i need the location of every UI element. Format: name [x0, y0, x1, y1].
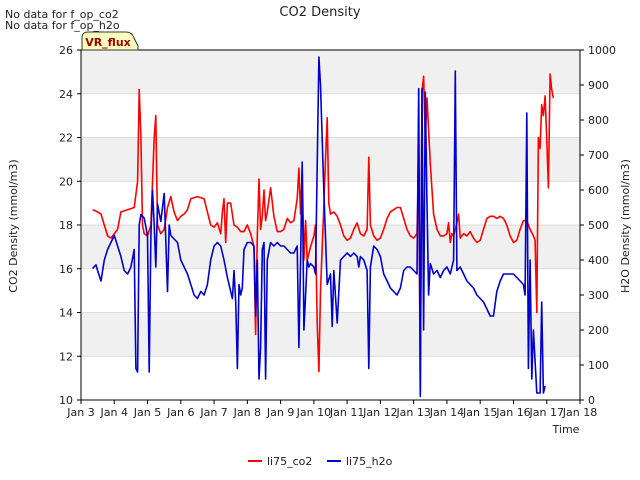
y-axis-label-left: CO2 Density (mmol/m3): [7, 159, 20, 292]
y-tick-label-left: 22: [59, 132, 73, 145]
x-axis: Jan 3 Jan 4 Jan 5 Jan 6 Jan 7 Jan 8 Jan 9 Jan 1…: [66, 400, 597, 419]
legend-label-co2: li75_co2: [267, 455, 312, 468]
series-line-li75_h2o: [92, 56, 546, 398]
x-tick-label: Jan 11: [329, 406, 364, 419]
series-line-li75_co2: [92, 73, 555, 393]
chart-title: CO2 Density: [279, 5, 360, 20]
legend-label-h2o: li75_h2o: [346, 455, 393, 468]
y-tick-label-left: 18: [59, 219, 73, 232]
y-tick-label-right: 200: [588, 324, 609, 337]
legend: li75_co2 li75_h2o: [248, 455, 393, 468]
x-tick-label: Jan 15: [462, 406, 497, 419]
no-data-note-h2o: No data for f_op_h2o: [5, 19, 120, 32]
shaded-band: [81, 312, 580, 357]
x-tick-label: Jan 16: [495, 406, 530, 419]
y-tick-label-right: 700: [588, 149, 609, 162]
badge-shape: [81, 31, 139, 51]
x-tick-label: Jan 8: [233, 406, 261, 419]
x-axis-label: Time: [552, 423, 580, 436]
shaded-band: [81, 50, 580, 94]
y-tick-label-right: 1000: [588, 44, 616, 57]
vr-flux-badge: VR_flux: [81, 31, 139, 51]
x-tick-label: Jan 10: [296, 406, 331, 419]
shaded-band: [81, 225, 580, 269]
y-tick-label-left: 26: [59, 44, 73, 57]
x-tick-label: Jan 13: [395, 406, 430, 419]
x-tick-label: Jan 5: [133, 406, 161, 419]
no-data-note-co2: No data for f_op_co2: [5, 8, 119, 21]
y-axis-right: 0 100 200 300 400 500 600 700 800 900 1000: [580, 44, 616, 407]
x-tick-label: Jan 3: [66, 406, 94, 419]
shaded-band: [81, 137, 580, 182]
x-tick-label: Jan 6: [166, 406, 194, 419]
x-tick-label: Jan 7: [199, 406, 227, 419]
series-layer: [92, 56, 555, 398]
y-tick-label-right: 300: [588, 289, 609, 302]
y-tick-label-left: 24: [59, 88, 73, 101]
y-tick-label-left: 14: [59, 307, 73, 320]
y-tick-label-right: 600: [588, 184, 609, 197]
x-tick-label: Jan 18: [562, 406, 597, 419]
x-tick-label: Jan 9: [266, 406, 294, 419]
y-axis-label-right: H2O Density (mmol/m3): [619, 159, 632, 293]
y-tick-label-left: 12: [59, 350, 73, 363]
y-axis-left: 10 12 14 16 18 20 22 24 26: [59, 44, 81, 407]
x-tick-label: Jan 17: [529, 406, 564, 419]
y-tick-label-right: 900: [588, 79, 609, 92]
y-tick-label-left: 10: [59, 394, 73, 407]
y-tick-label-left: 16: [59, 263, 73, 276]
y-tick-label-right: 500: [588, 219, 609, 232]
x-tick-label: Jan 4: [100, 406, 128, 419]
y-tick-label-right: 400: [588, 254, 609, 267]
y-tick-label-left: 20: [59, 175, 73, 188]
y-tick-label-right: 800: [588, 114, 609, 127]
x-tick-label: Jan 14: [429, 406, 464, 419]
x-tick-label: Jan 12: [362, 406, 397, 419]
background-bands: [81, 50, 580, 357]
y-tick-label-right: 100: [588, 359, 609, 372]
y-tick-label-right: 0: [588, 394, 595, 407]
badge-label: VR_flux: [85, 36, 131, 49]
